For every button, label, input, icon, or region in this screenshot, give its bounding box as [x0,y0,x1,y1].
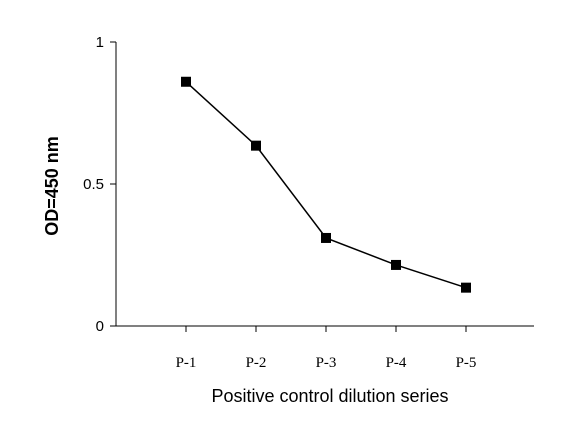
data-point-marker [181,76,191,87]
series-group [181,76,471,293]
x-axis-label: Positive control dilution series [211,386,448,406]
series-line [185,81,467,289]
x-tick-label: P-2 [246,355,267,371]
y-tick-label: 0 [96,318,104,335]
x-tick-label: P-1 [176,355,197,371]
x-tick-label: P-5 [456,355,477,371]
x-axis-ticks: P-1 P-2 P-3 P-4 P-5 [176,326,477,371]
y-axis-label: OD=450 nm [42,136,62,236]
data-point-marker [391,259,401,270]
y-tick-label: 0.5 [83,176,104,193]
y-axis-ticks: 00.51 [83,34,116,335]
x-tick-label: P-3 [316,355,337,371]
data-point-marker [321,232,331,243]
y-tick-label: 1 [96,34,104,51]
x-tick-label: P-4 [386,355,407,371]
axes [115,42,534,327]
data-point-marker [461,282,471,293]
data-point-marker [251,140,261,151]
